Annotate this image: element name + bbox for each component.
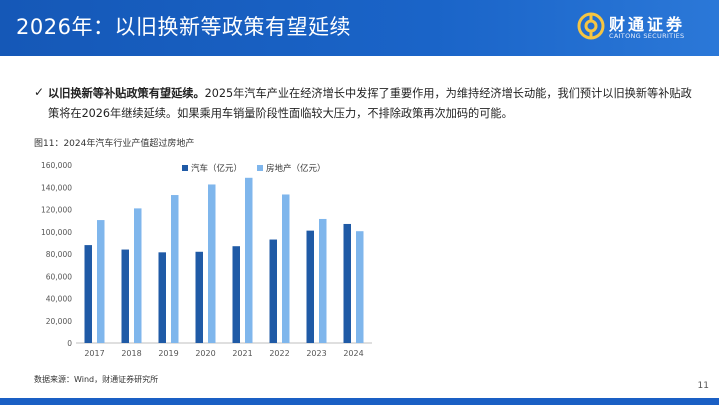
bar-realestate xyxy=(208,184,216,343)
legend-swatch xyxy=(182,165,188,171)
logo-subtext: CAITONG SECURITIES xyxy=(609,32,685,40)
page-number: 11 xyxy=(697,381,709,391)
y-tick-label: 80,000 xyxy=(46,250,72,259)
source-note: 数据来源：Wind，财通证券研究所 xyxy=(34,375,159,384)
legend-swatch xyxy=(257,165,263,171)
figure-title: 图11：2024年汽车行业产值超过房地产 xyxy=(34,139,195,149)
bullet-paragraph: ✓ 以旧换新等补贴政策有望延续。2025年汽车产业在经济增长中发挥了重要作用，为… xyxy=(34,84,694,124)
x-tick-label: 2020 xyxy=(195,349,215,358)
bar-auto xyxy=(269,239,277,343)
bar-auto xyxy=(158,252,166,343)
bar-auto xyxy=(195,251,203,343)
checkmark-icon: ✓ xyxy=(34,85,45,99)
bar-realestate xyxy=(319,218,327,343)
bar-auto xyxy=(232,246,240,343)
bar-auto xyxy=(84,245,92,343)
x-tick-label: 2017 xyxy=(84,349,104,358)
footer-bar xyxy=(0,398,719,405)
x-tick-label: 2023 xyxy=(306,349,326,358)
bar-auto xyxy=(121,249,129,343)
y-tick-label: 0 xyxy=(67,339,72,348)
legend-label: 汽车（亿元） xyxy=(191,163,242,174)
logo-mark-icon xyxy=(577,12,605,40)
bar-realestate xyxy=(97,220,105,343)
x-tick-label: 2022 xyxy=(269,349,289,358)
bar-realestate xyxy=(245,177,253,343)
bar-chart: 0 20,000 40,000 60,000 80,000 100,000 120,000 1… xyxy=(41,161,372,358)
legend-label: 房地产（亿元） xyxy=(266,163,326,174)
y-tick-label: 160,000 xyxy=(41,161,72,170)
logo-text: 财通证券 xyxy=(609,15,686,34)
bullet-body: 2025年汽车产业在经济增长中发挥了重要作用，为维持经济增长动能，我们预计以旧换… xyxy=(48,87,692,120)
x-tick-label: 2018 xyxy=(121,349,141,358)
brand-logo: 财通证券 CAITONG SECURITIES xyxy=(577,10,695,46)
y-tick-label: 100,000 xyxy=(41,228,72,237)
bullet-text: 以旧换新等补贴政策有望延续。2025年汽车产业在经济增长中发挥了重要作用，为维持… xyxy=(48,84,694,124)
bar-realestate xyxy=(282,194,290,343)
y-tick-label: 140,000 xyxy=(41,183,72,192)
y-tick-label: 60,000 xyxy=(46,272,72,281)
bar-auto xyxy=(306,230,314,343)
x-tick-label: 2019 xyxy=(158,349,178,358)
x-tick-label: 2021 xyxy=(232,349,252,358)
y-tick-label: 120,000 xyxy=(41,206,72,215)
bullet-bold: 以旧换新等补贴政策有望延续。 xyxy=(48,87,205,100)
bar-auto xyxy=(343,223,351,343)
y-tick-label: 40,000 xyxy=(46,295,72,304)
bar-realestate xyxy=(134,208,142,343)
bar-realestate xyxy=(356,231,364,343)
x-tick-label: 2024 xyxy=(343,349,363,358)
bar-realestate xyxy=(171,195,179,343)
header-bar: 2026年：以旧换新等政策有望延续 财通证券 CAITONG SECURITIE… xyxy=(0,0,719,56)
y-tick-label: 20,000 xyxy=(46,317,72,326)
page-title: 2026年：以旧换新等政策有望延续 xyxy=(16,15,351,39)
